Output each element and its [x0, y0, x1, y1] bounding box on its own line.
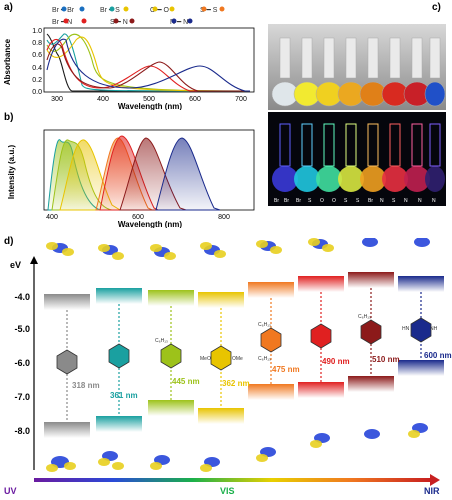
abs-ytick-3: 0.6	[32, 52, 42, 59]
homo-bar-green	[148, 400, 194, 416]
label-nh: NH	[430, 326, 438, 332]
vial-label-4: O	[320, 198, 324, 204]
gap-label-445: 445 nm	[172, 377, 200, 386]
ev-tick--6: -6.0	[14, 358, 30, 368]
label-ome: OMe	[232, 356, 243, 362]
abs-ytick-1: 0.2	[32, 77, 42, 84]
abs-ytick-0: 0.0	[32, 89, 42, 96]
absorbance-chart: Br ━ Br Br ━ S O ━ O S ━ S Br ━ N S ━ N …	[0, 0, 260, 110]
em-xtick-400: 400	[46, 214, 58, 221]
abs-curve-br-br	[47, 34, 250, 91]
uv-photo	[268, 112, 446, 206]
label-c6h13-a: C₆H₁₃	[155, 338, 168, 344]
abs-xtick-400: 400	[97, 96, 109, 103]
abs-xtick-600: 600	[189, 96, 201, 103]
lumo-bar-orange	[248, 282, 294, 298]
homo-bar-navy	[398, 360, 444, 376]
gap-label-318: 318 nm	[72, 381, 100, 390]
legend-br-n: Br ━ N	[52, 19, 72, 26]
abs-curve-o-o	[47, 34, 250, 91]
gap-label-510: 510 nm	[372, 355, 400, 364]
homo-bar-gray	[44, 422, 90, 438]
spectrum-nir: NIR	[424, 486, 440, 496]
vial-label-11: N	[404, 198, 408, 204]
vial-label-8: Br	[368, 198, 373, 204]
homo-bar-orange	[248, 384, 294, 400]
lumo-bar-teal	[96, 288, 142, 304]
vial-label-9: N	[380, 198, 384, 204]
abs-ytick-2: 0.4	[32, 65, 42, 72]
emission-chart: 400 600 800 Wavelength (nm) Intensity (a…	[0, 110, 260, 228]
spectrum-vis: VIS	[220, 486, 235, 496]
abs-xtick-300: 300	[51, 96, 63, 103]
spectrum-bar	[34, 478, 430, 482]
label-c6h13-c: C₆H₁₃	[258, 356, 271, 362]
gap-label-362: 362 nm	[222, 379, 250, 388]
lumo-bar-navy	[398, 276, 444, 292]
vial-label-12: N	[418, 198, 422, 204]
em-xtick-800: 800	[218, 214, 230, 221]
lumo-bar-yellow	[198, 292, 244, 308]
lumo-bar-green	[148, 290, 194, 306]
abs-ytick-5: 1.0	[32, 28, 42, 35]
vial-label-13: N	[432, 198, 436, 204]
molecule-orange	[261, 328, 281, 352]
homo-bar-yellow	[198, 408, 244, 424]
homo-bar-red	[298, 382, 344, 398]
molecule-gray	[57, 350, 77, 374]
ev-tick--8: -8.0	[14, 426, 30, 436]
molecule-yellow	[211, 346, 231, 370]
homo-bar-teal	[96, 416, 142, 432]
lumo-bar-gray	[44, 294, 90, 310]
vial-label-2: Br	[296, 198, 301, 204]
em-ylabel: Intensity (a.u.)	[7, 145, 16, 200]
homo-bar-darkred	[348, 376, 394, 392]
abs-ytick-4: 0.8	[32, 40, 42, 47]
label-c6h13-d: C₆H₁₃	[358, 314, 371, 320]
abs-ylabel: Absorbance	[3, 38, 12, 85]
vial-label-1: Br	[284, 198, 289, 204]
axis-ev: eV	[10, 260, 21, 270]
abs-curve-br-s	[47, 34, 250, 91]
molecule-teal	[109, 344, 129, 368]
gap-label-361: 361 nm	[110, 391, 138, 400]
vial-label-0: Br	[274, 198, 279, 204]
molecule-navy	[411, 318, 431, 342]
ev-tick--4: -4.0	[14, 292, 30, 302]
vial-label-5: O	[332, 198, 336, 204]
legend-s-n: S ━ N	[110, 19, 128, 26]
gap-label-600: 600 nm	[424, 351, 452, 360]
label-c6h13-b: C₆H₁₃	[258, 322, 271, 328]
lumo-bar-darkred	[348, 272, 394, 288]
ev-tick--7: -7.0	[14, 392, 30, 402]
gap-label-475: 475 nm	[272, 365, 300, 374]
molecule-red	[311, 324, 331, 348]
abs-xtick-700: 700	[235, 96, 247, 103]
gap-label-490: 490 nm	[322, 357, 350, 366]
spectrum-uv: UV	[4, 486, 17, 496]
label-hn: HN	[402, 326, 410, 332]
molecule-green	[161, 344, 181, 368]
panel-label-c: c)	[432, 2, 441, 13]
molecule-darkred	[361, 320, 381, 344]
em-xlabel: Wavelength (nm)	[118, 220, 182, 228]
vial-photographs: Br Br Br S O O S S Br N S N N N	[268, 24, 446, 206]
energy-diagram: eV -4.0 -5.0 -6.0 -7.0 -8.0	[0, 238, 452, 500]
label-meo: MeO	[200, 356, 211, 362]
abs-xlabel: Wavelength (nm)	[118, 102, 182, 110]
em-curve-n-n	[156, 138, 220, 210]
ev-tick--5: -5.0	[14, 324, 30, 334]
lumo-bar-red	[298, 276, 344, 292]
